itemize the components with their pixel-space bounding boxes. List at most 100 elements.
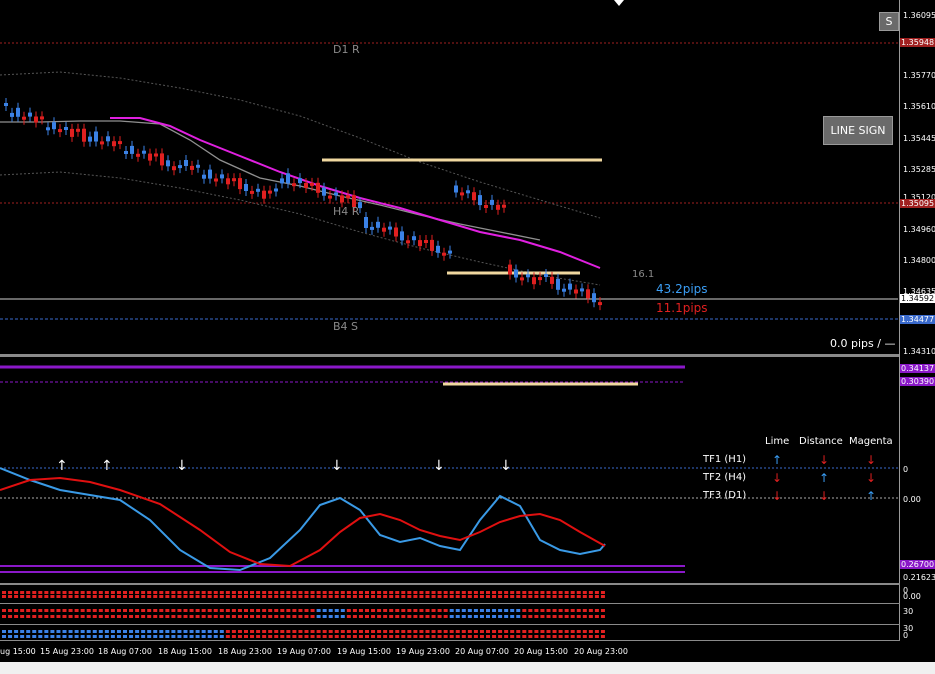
trend-dot bbox=[522, 635, 527, 638]
trend-dot bbox=[171, 591, 176, 594]
trend-dot bbox=[201, 615, 206, 618]
trend-dot bbox=[123, 630, 127, 633]
trend-dot bbox=[358, 635, 363, 638]
trend-dot bbox=[437, 615, 442, 618]
trend-dot bbox=[262, 609, 267, 612]
trend-dot bbox=[371, 630, 376, 633]
trend-dot bbox=[165, 635, 170, 638]
candle-body bbox=[442, 252, 446, 256]
trend-dot bbox=[262, 591, 267, 594]
trend-dot bbox=[407, 595, 412, 598]
time-tick: 18 Aug 07:00 bbox=[98, 647, 152, 656]
pips-red-label: 11.1pips bbox=[656, 301, 708, 315]
bars-pane-separator-2[interactable] bbox=[0, 624, 900, 625]
trend-dot bbox=[413, 635, 418, 638]
trend-dot bbox=[455, 591, 460, 594]
trend-dot bbox=[383, 630, 388, 633]
trend-dot bbox=[498, 635, 503, 638]
candle-body bbox=[262, 190, 266, 199]
trend-dot bbox=[310, 630, 315, 633]
axis-tick-6: 1.35120 bbox=[903, 193, 935, 202]
trend-dot bbox=[201, 635, 206, 638]
trend-dot bbox=[14, 615, 19, 618]
candle-body bbox=[598, 302, 602, 306]
trend-dot bbox=[262, 635, 267, 638]
trend-dot bbox=[62, 630, 67, 633]
candle-body bbox=[550, 276, 554, 284]
candle-body bbox=[370, 226, 374, 230]
trend-dot bbox=[552, 609, 557, 612]
trend-dot bbox=[340, 591, 345, 594]
sub-axis-1: 0.34137 bbox=[900, 364, 935, 373]
trend-dot bbox=[286, 591, 291, 594]
down-arrow-icon: ↓ bbox=[772, 471, 783, 485]
trend-dot bbox=[425, 609, 430, 612]
top-s-button[interactable]: S bbox=[879, 12, 899, 31]
trend-dot bbox=[286, 630, 291, 633]
trend-dot bbox=[250, 595, 255, 598]
trend-dot bbox=[153, 635, 158, 638]
trend-dot bbox=[576, 591, 581, 594]
trend-dot bbox=[153, 591, 158, 594]
trend-dot bbox=[225, 595, 230, 598]
trend-dot bbox=[570, 591, 575, 594]
trend-dot bbox=[461, 635, 466, 638]
trend-dot bbox=[62, 595, 67, 598]
trend-dot bbox=[346, 635, 351, 638]
trend-dot bbox=[26, 609, 31, 612]
trend-dot bbox=[2, 615, 6, 618]
candle-body bbox=[124, 151, 128, 154]
trend-dot bbox=[510, 591, 515, 594]
trend-dot bbox=[510, 595, 515, 598]
trend-dot bbox=[334, 609, 339, 612]
bottom-scrollbar[interactable] bbox=[0, 662, 935, 674]
trend-dot bbox=[528, 635, 533, 638]
trend-dot bbox=[371, 635, 376, 638]
trend-dot bbox=[116, 635, 121, 638]
trend-dot bbox=[207, 630, 212, 633]
candle-body bbox=[64, 127, 68, 130]
trend-dot bbox=[594, 635, 599, 638]
trend-dot bbox=[455, 635, 460, 638]
trend-dot bbox=[177, 609, 182, 612]
axis-tick-10: 1.34310 bbox=[903, 347, 935, 356]
trend-dot bbox=[467, 595, 472, 598]
trend-dot bbox=[256, 609, 261, 612]
trend-dot bbox=[534, 615, 539, 618]
trend-dot bbox=[201, 630, 206, 633]
trend-dot bbox=[213, 609, 218, 612]
trend-dot bbox=[189, 635, 194, 638]
trend-dot bbox=[159, 635, 164, 638]
trend-dot bbox=[135, 615, 140, 618]
trend-dot bbox=[159, 630, 164, 633]
trend-dot bbox=[74, 591, 79, 594]
trend-dot bbox=[570, 615, 575, 618]
trend-dot bbox=[104, 609, 109, 612]
candle-body bbox=[304, 183, 308, 188]
trend-dot bbox=[304, 609, 309, 612]
osc-pane-separator[interactable] bbox=[0, 583, 900, 585]
bars-pane-separator-1[interactable] bbox=[0, 603, 900, 604]
trend-dot bbox=[588, 615, 593, 618]
trend-dot bbox=[129, 609, 134, 612]
price-chart[interactable] bbox=[0, 0, 900, 355]
trend-dot bbox=[365, 609, 369, 612]
tf-header-distance: Distance bbox=[799, 436, 843, 447]
trend-dot bbox=[365, 595, 369, 598]
candle-body bbox=[226, 178, 230, 185]
trend-dot bbox=[528, 630, 533, 633]
trend-dot bbox=[492, 615, 497, 618]
trend-dot bbox=[207, 615, 212, 618]
pane-separator[interactable] bbox=[0, 354, 900, 357]
trend-dot bbox=[383, 595, 388, 598]
trend-dot bbox=[516, 591, 521, 594]
trend-dot bbox=[552, 591, 557, 594]
trend-dot bbox=[2, 591, 6, 594]
trend-dot bbox=[516, 595, 521, 598]
trend-dot bbox=[68, 591, 73, 594]
trend-dot bbox=[498, 595, 503, 598]
line-sign-button[interactable]: LINE SIGN bbox=[823, 116, 893, 145]
down-arrow-icon: ↓ bbox=[176, 458, 188, 474]
trend-dot bbox=[395, 630, 400, 633]
trend-dot bbox=[455, 595, 460, 598]
